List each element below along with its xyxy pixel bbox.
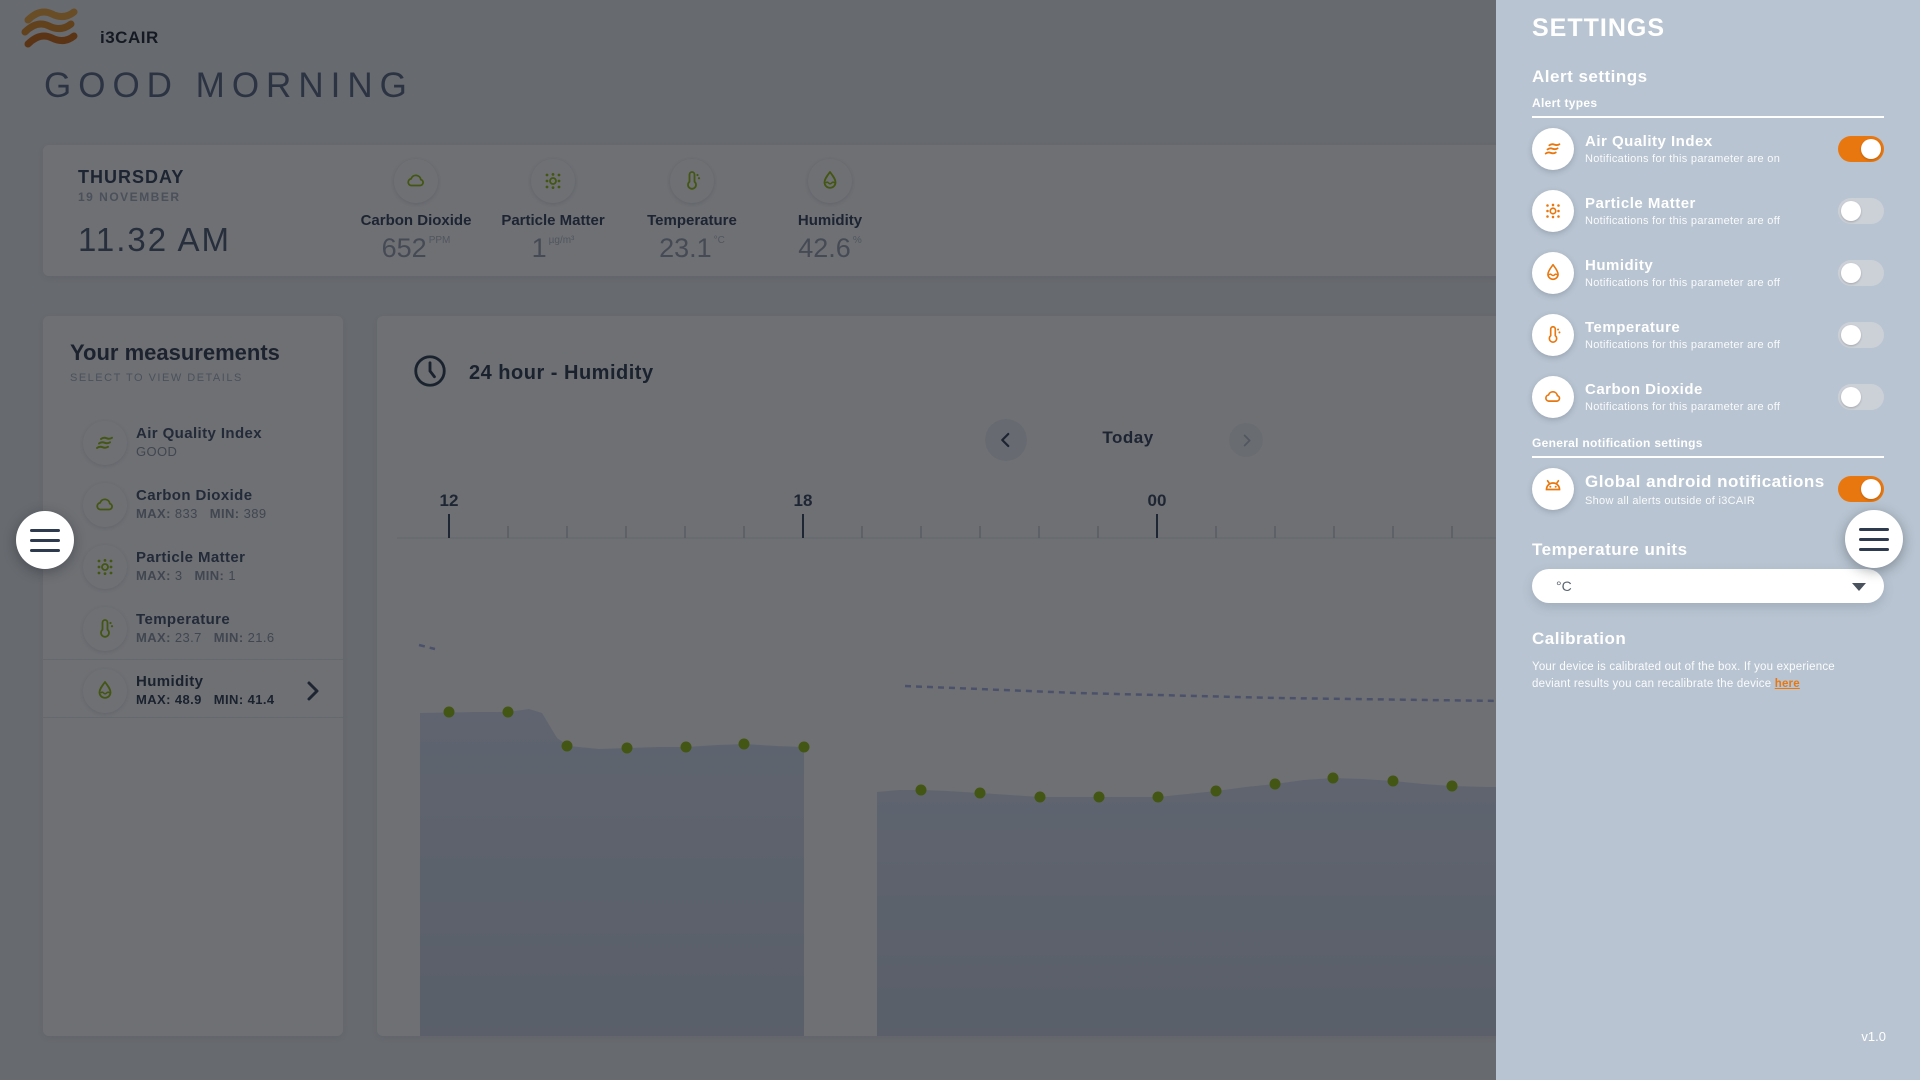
alert-title: Air Quality Index [1585,133,1713,150]
temperature-units-heading: Temperature units [1532,540,1688,559]
global-notifications-row: Global android notifications Show all al… [1532,458,1884,520]
alert-subtitle: Notifications for this parameter are off [1585,277,1781,289]
waves-icon [1532,128,1574,170]
alert-types-label: Alert types [1532,96,1598,110]
temperature-unit-value: °C [1556,578,1572,594]
alert-settings-heading: Alert settings [1532,67,1648,86]
alert-subtitle: Notifications for this parameter are on [1585,153,1781,165]
droplet-icon [1532,252,1574,294]
right-menu-button[interactable] [1845,510,1903,568]
global-notifications-subtitle: Show all alerts outside of i3CAIR [1585,494,1756,507]
toggle-knob [1841,201,1861,221]
calibration-text: Your device is calibrated out of the box… [1532,661,1835,691]
cloud-icon [1532,376,1574,418]
alert-title: Particle Matter [1585,195,1696,212]
app-version: v1.0 [1861,1029,1886,1044]
toggle-knob [1841,387,1861,407]
temperature-unit-select[interactable]: °C [1532,569,1884,603]
alert-subtitle: Notifications for this parameter are off [1585,401,1781,413]
toggle-air-quality[interactable] [1838,136,1884,162]
particles-icon [1532,190,1574,232]
alert-row-particle-matter: Particle Matter Notifications for this p… [1532,180,1884,242]
settings-title: SETTINGS [1532,14,1666,42]
toggle-temperature[interactable] [1838,322,1884,348]
caret-down-icon [1852,583,1866,591]
alert-subtitle: Notifications for this parameter are off [1585,215,1781,227]
alert-row-temperature: Temperature Notifications for this param… [1532,304,1884,366]
calibration-here-link[interactable]: here [1774,678,1800,691]
toggle-particle-matter[interactable] [1838,198,1884,224]
calibration-heading: Calibration [1532,629,1627,648]
toggle-knob [1861,479,1881,499]
toggle-carbon-dioxide[interactable] [1838,384,1884,410]
toggle-knob [1841,325,1861,345]
alert-title: Humidity [1585,257,1654,274]
alert-row-air-quality: Air Quality Index Notifications for this… [1532,118,1884,180]
hamburger-icon [1859,527,1889,531]
alert-subtitle: Notifications for this parameter are off [1585,339,1781,351]
thermometer-icon [1532,314,1574,356]
alert-row-humidity: Humidity Notifications for this paramete… [1532,242,1884,304]
settings-panel: SETTINGS Alert settings Alert types Air … [1496,0,1920,1080]
toggle-knob [1841,263,1861,283]
divider [1532,116,1884,118]
alert-row-carbon-dioxide: Carbon Dioxide Notifications for this pa… [1532,366,1884,428]
alert-title: Temperature [1585,319,1681,336]
alert-title: Carbon Dioxide [1585,381,1703,398]
general-settings-label: General notification settings [1532,436,1703,450]
left-menu-button[interactable] [16,511,74,569]
toggle-knob [1861,139,1881,159]
divider [1532,456,1884,458]
hamburger-icon [30,528,60,532]
toggle-humidity[interactable] [1838,260,1884,286]
global-notifications-title: Global android notifications [1585,471,1825,491]
android-icon [1532,468,1574,510]
toggle-global-notifications[interactable] [1838,476,1884,502]
